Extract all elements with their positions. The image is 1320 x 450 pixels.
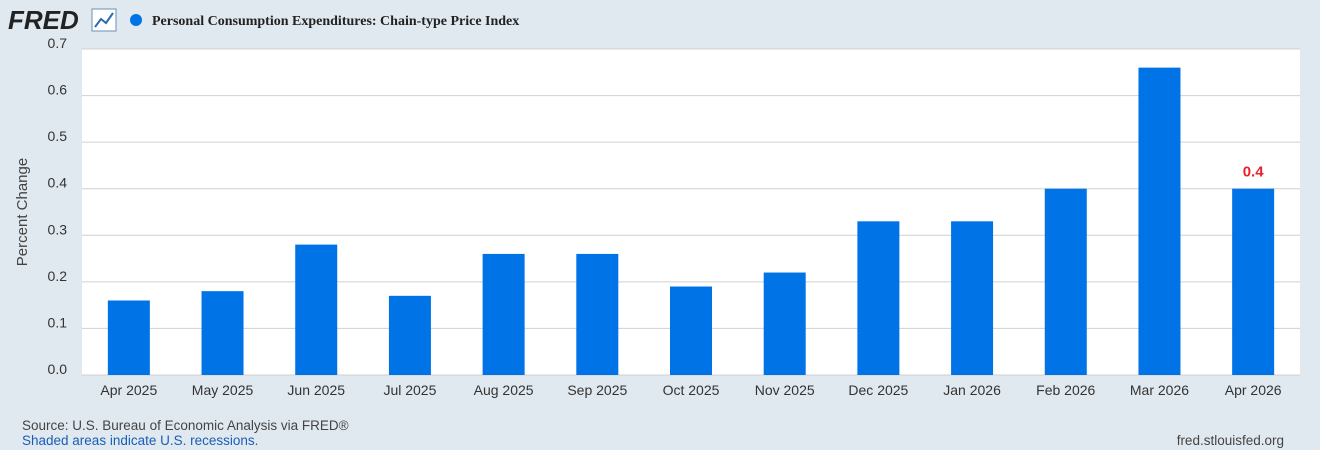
bar <box>1044 188 1087 375</box>
bar <box>576 253 619 375</box>
x-tick-label: Sep 2025 <box>567 382 627 398</box>
site[interactable]: fred.stlouisfed.org <box>1177 433 1284 448</box>
source: Source: U.S. Bureau of Economic Analysis… <box>22 418 349 433</box>
logo: FRED <box>8 5 79 35</box>
y-tick-label: 0.5 <box>48 128 68 144</box>
x-tick-label: Nov 2025 <box>755 382 815 398</box>
y-tick-label: 0.1 <box>48 314 68 330</box>
y-tick-label: 0.6 <box>48 82 68 98</box>
x-tick-label: Oct 2025 <box>663 382 720 398</box>
bar <box>1232 188 1275 375</box>
y-tick-label: 0.7 <box>48 35 68 51</box>
bar <box>388 295 431 375</box>
bar <box>482 253 525 375</box>
x-tick-label: Dec 2025 <box>848 382 908 398</box>
y-tick-label: 0.3 <box>48 221 68 237</box>
bar <box>763 272 806 375</box>
bar <box>295 244 338 375</box>
logo-icon <box>91 8 117 32</box>
x-tick-label: Jan 2026 <box>943 382 1001 398</box>
data-label: 0.4 <box>1243 164 1265 181</box>
x-tick-label: Jul 2025 <box>383 382 436 398</box>
x-tick-label: May 2025 <box>192 382 254 398</box>
y-tick-label: 0.2 <box>48 268 68 284</box>
y-tick-label: 0.4 <box>48 175 68 191</box>
bar <box>107 300 150 375</box>
x-tick-label: Apr 2025 <box>100 382 157 398</box>
bar <box>1138 67 1181 375</box>
bar <box>201 291 244 375</box>
bar <box>857 221 900 375</box>
y-tick-label: 0.0 <box>48 361 68 377</box>
x-tick-label: Feb 2026 <box>1036 382 1095 398</box>
x-tick-label: Mar 2026 <box>1130 382 1189 398</box>
bar <box>670 286 712 375</box>
x-tick-label: Jun 2025 <box>287 382 345 398</box>
chart-title: Personal Consumption Expenditures: Chain… <box>152 14 519 29</box>
recession-note[interactable]: Shaded areas indicate U.S. recessions. <box>22 433 258 448</box>
x-tick-label: Apr 2026 <box>1225 382 1282 398</box>
x-tick-label: Aug 2025 <box>474 382 534 398</box>
y-axis-label: Percent Change <box>14 158 31 266</box>
bar <box>951 221 994 375</box>
legend-dot <box>130 14 142 26</box>
